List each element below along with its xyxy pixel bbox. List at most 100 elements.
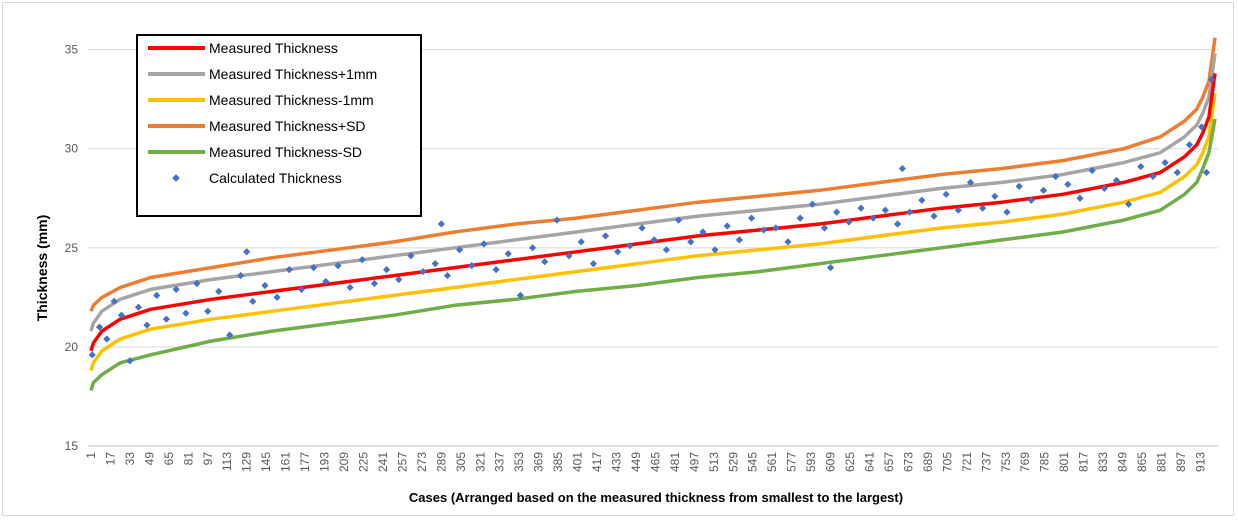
y-tick-label: 15 [65, 439, 79, 453]
scatter-point [103, 335, 111, 343]
x-tick-label: 65 [162, 452, 176, 466]
scatter-point [431, 260, 439, 268]
legend-swatch [172, 174, 180, 182]
scatter-point [1112, 176, 1121, 185]
scatter-point [1185, 141, 1194, 149]
scatter-point [565, 252, 573, 260]
scatter-point [881, 206, 889, 214]
scatter-point [480, 240, 488, 248]
scatter-point [1088, 166, 1096, 175]
x-tick-label: 593 [804, 452, 818, 472]
scatter-point [906, 208, 914, 216]
scatter-point [153, 291, 161, 299]
scatter-point [1039, 186, 1048, 194]
scatter-point [796, 214, 804, 222]
x-tick-label: 17 [103, 452, 117, 466]
x-tick-label: 81 [181, 452, 195, 466]
scatter-point [893, 220, 902, 228]
scatter-point [528, 244, 537, 252]
x-tick-label: 401 [571, 452, 585, 472]
x-tick-label: 545 [746, 452, 760, 472]
scatter-point [243, 248, 251, 256]
scatter-point [110, 297, 118, 305]
scatter-point [1161, 159, 1169, 167]
scatter-point [541, 258, 549, 266]
scatter-point [370, 279, 379, 288]
scatter-point [918, 196, 926, 204]
scatter-point [492, 266, 500, 274]
x-tick-label: 865 [1135, 452, 1149, 472]
x-tick-label: 673 [901, 452, 915, 472]
x-axis-ticks: 1 17 33 49 65 81 97 113 129 145 161 177 193 209 225 241… [84, 452, 1207, 472]
legend-label: Measured Thickness-SD [209, 144, 362, 160]
x-tick-label: 257 [395, 452, 409, 472]
scatter-point [1052, 172, 1060, 181]
scatter-point [735, 236, 743, 244]
scatter-point [687, 238, 695, 246]
scatter-point [614, 248, 622, 256]
scatter-point [638, 224, 646, 232]
scatter-point [723, 222, 731, 230]
x-tick-label: 849 [1116, 452, 1130, 472]
scatter-point [1003, 208, 1011, 216]
scatter-point [966, 178, 975, 187]
x-tick-label: 209 [337, 452, 351, 472]
scatter-point [1100, 184, 1108, 192]
x-tick-label: 273 [415, 452, 429, 472]
scatter-point [437, 220, 445, 228]
scatter-point [395, 275, 403, 284]
scatter-point [322, 277, 330, 286]
scatter-point [88, 351, 96, 359]
x-tick-label: 689 [921, 452, 935, 472]
scatter-point [1137, 162, 1145, 171]
scatter-point [215, 287, 223, 296]
x-tick-label: 161 [279, 452, 293, 472]
scatter-point [772, 224, 780, 232]
scatter-point [237, 271, 245, 280]
x-tick-label: 529 [726, 452, 740, 472]
scatter-point [95, 323, 104, 331]
scatter-point [204, 307, 212, 315]
scatter-point [285, 266, 293, 274]
x-tick-label: 897 [1174, 452, 1188, 472]
x-tick-label: 801 [1057, 452, 1071, 472]
scatter-point [601, 232, 610, 240]
scatter-point [650, 236, 658, 244]
series-layer [88, 37, 1217, 392]
x-tick-label: 385 [551, 452, 565, 472]
scatter-point [516, 291, 525, 299]
x-tick-label: 657 [882, 452, 896, 472]
scatter-point [1125, 200, 1133, 208]
x-tick-label: 289 [434, 452, 448, 472]
x-tick-label: 33 [123, 452, 137, 466]
scatter-point [1207, 75, 1215, 83]
x-tick-label: 769 [1018, 452, 1032, 472]
scatter-point [226, 331, 234, 339]
scatter-point [589, 260, 597, 268]
scatter-point [991, 192, 999, 200]
y-tick-label: 25 [65, 241, 79, 255]
x-tick-label: 417 [590, 452, 604, 472]
x-tick-label: 753 [999, 452, 1013, 472]
x-tick-label: 737 [979, 452, 993, 472]
x-tick-label: 785 [1038, 452, 1052, 472]
scatter-point [334, 262, 342, 270]
scatter-point [117, 311, 126, 319]
scatter-point [443, 271, 452, 280]
scatter-point [1027, 196, 1035, 204]
scatter-point [979, 204, 987, 212]
x-tick-label: 1 [84, 452, 98, 459]
series-line-0 [89, 73, 1217, 352]
x-tick-label: 97 [201, 452, 215, 466]
scatter-point [699, 228, 707, 236]
x-tick-label: 241 [376, 452, 390, 472]
scatter-point [182, 309, 190, 317]
y-tick-label: 20 [65, 340, 79, 354]
x-tick-label: 497 [687, 452, 701, 472]
y-tick-label: 30 [65, 142, 79, 156]
legend-label: Measured Thickness+SD [209, 118, 366, 134]
scatter-point [827, 264, 835, 272]
y-axis-ticks: 15 20 25 30 35 [65, 43, 79, 453]
scatter-point [261, 281, 269, 290]
scatter-point [1149, 172, 1157, 181]
